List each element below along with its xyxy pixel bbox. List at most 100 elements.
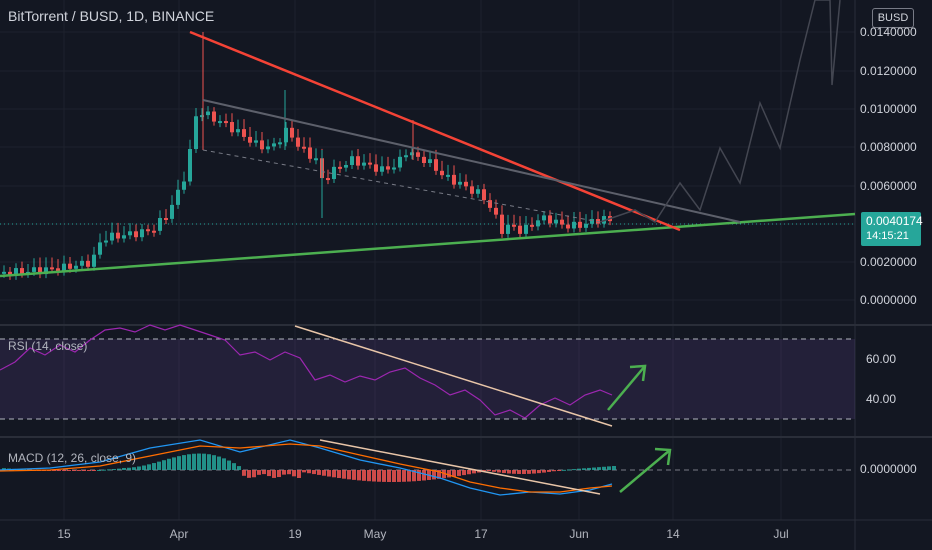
macd-histogram-bar	[547, 470, 551, 472]
candle-body	[68, 263, 72, 269]
candle-body	[284, 127, 288, 143]
candle-body	[230, 122, 234, 133]
macd-histogram-bar	[117, 468, 121, 470]
candle-body	[374, 164, 378, 172]
macd-histogram-bar	[87, 470, 91, 471]
candle-body	[266, 146, 270, 150]
macd-histogram-bar	[342, 470, 346, 479]
candle-body	[482, 189, 486, 201]
candle-body	[212, 111, 216, 122]
macd-histogram-bar	[132, 467, 136, 470]
candle-body	[518, 225, 522, 234]
candle-body	[290, 127, 294, 138]
candle-body	[530, 224, 534, 227]
macd-histogram-bar	[272, 470, 276, 478]
macd-histogram-bar	[347, 470, 351, 480]
macd-histogram-bar	[417, 470, 421, 481]
macd-histogram-bar	[447, 470, 451, 478]
candle-body	[80, 260, 84, 266]
macd-legend[interactable]: MACD (12, 26, close, 9)	[8, 451, 137, 465]
time-tick: Apr	[169, 527, 189, 541]
macd-histogram-bar	[192, 453, 196, 470]
channel-upper-line[interactable]	[202, 99, 741, 223]
candle-body	[14, 268, 18, 276]
candle-body	[260, 140, 264, 150]
rsi-legend[interactable]: RSI (14, close)	[8, 339, 88, 353]
candle-body	[164, 218, 168, 221]
macd-histogram-bar	[502, 470, 506, 474]
macd-histogram-bar	[67, 470, 71, 471]
candle-body	[548, 215, 552, 224]
macd-histogram-bar	[127, 467, 131, 470]
rsi-tick: 60.00	[866, 352, 897, 366]
channel-dashed-line[interactable]	[202, 149, 601, 223]
candle-body	[476, 189, 480, 194]
candle-body	[296, 137, 300, 147]
macd-histogram-bar	[552, 470, 556, 472]
current-price-value: 0.0040174	[866, 214, 923, 228]
candle-body	[440, 170, 444, 176]
candle-body	[470, 186, 474, 194]
symbol-title[interactable]: BitTorrent / BUSD, 1D, BINANCE	[8, 8, 215, 24]
candle-body	[194, 116, 198, 150]
candle-body	[20, 268, 24, 274]
macd-histogram-bar	[372, 470, 376, 482]
candle-body	[254, 140, 258, 143]
support-trendline[interactable]	[0, 212, 856, 278]
price-tick: 0.0120000	[860, 64, 917, 78]
candle-body	[146, 229, 150, 232]
resistance-trendline[interactable]	[189, 30, 681, 232]
macd-histogram-bar	[507, 470, 511, 474]
candle-body	[104, 240, 108, 243]
macd-histogram-bar	[222, 458, 226, 470]
candle-body	[242, 129, 246, 137]
candle-body	[362, 162, 366, 166]
macd-trendline[interactable]	[319, 439, 601, 495]
macd-histogram-bar	[92, 470, 96, 471]
macd-histogram-bar	[407, 470, 411, 482]
macd-histogram-bar	[527, 470, 531, 474]
macd-histogram-bar	[72, 470, 76, 471]
macd-histogram-bar	[337, 470, 341, 479]
macd-histogram-bar	[282, 470, 286, 475]
time-tick: 15	[57, 527, 71, 541]
candle-body	[386, 166, 390, 170]
candle-body	[572, 221, 576, 229]
macd-histogram-bar	[567, 469, 571, 471]
macd-histogram-bar	[557, 470, 561, 471]
candle-body	[140, 229, 144, 238]
candle-body	[158, 218, 162, 231]
currency-badge[interactable]: BUSD	[872, 8, 914, 28]
candle-body	[278, 142, 282, 145]
macd-histogram-bar	[167, 458, 171, 470]
macd-histogram-bar	[442, 470, 446, 479]
macd-histogram-bar	[572, 469, 576, 471]
candle-body	[464, 181, 468, 187]
candle-body	[512, 224, 516, 227]
macd-histogram-bar	[172, 457, 176, 470]
candle-body	[578, 221, 582, 228]
macd-histogram-bar	[357, 470, 361, 481]
rsi-trendline[interactable]	[294, 325, 613, 427]
rsi-band	[0, 339, 855, 419]
candle-body	[584, 223, 588, 228]
price-tick: 0.0100000	[860, 102, 917, 116]
macd-histogram-bar	[597, 467, 601, 470]
candle-body	[272, 143, 276, 147]
macd-histogram-bar	[157, 461, 161, 470]
time-tick: Jun	[569, 527, 589, 541]
candle-body	[152, 230, 156, 233]
macd-histogram-bar	[577, 468, 581, 470]
signal-line	[0, 443, 613, 493]
macd-histogram-bar	[387, 470, 391, 482]
candle-body	[44, 267, 48, 275]
candlestick-series	[2, 32, 612, 280]
candle-body	[434, 159, 438, 171]
candle-body	[38, 267, 42, 275]
projection-path	[599, 0, 841, 224]
candle-body	[110, 232, 114, 241]
candle-body	[368, 162, 372, 165]
macd-histogram-bar	[457, 470, 461, 476]
macd-histogram-bar	[317, 470, 321, 475]
